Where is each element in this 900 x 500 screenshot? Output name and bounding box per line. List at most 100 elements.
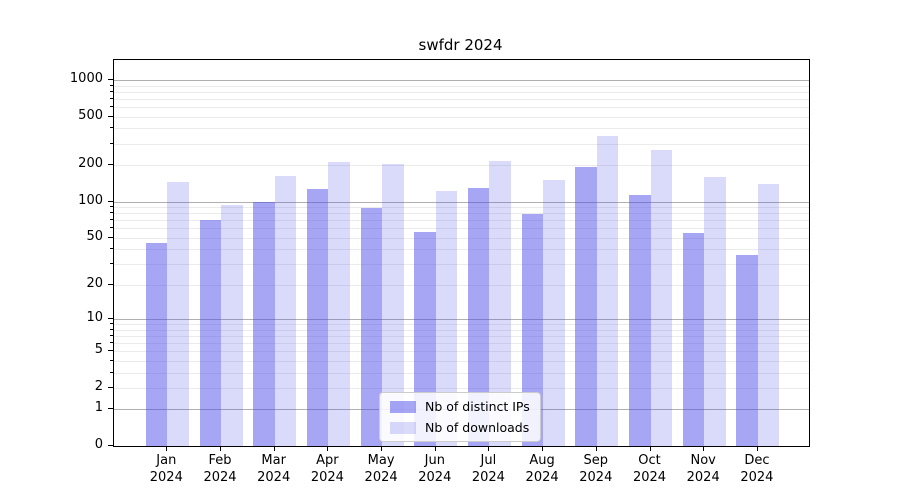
bar-nb-of-distinct-ips [306,189,329,446]
minor-gridline [114,335,809,337]
minor-gridline [114,85,809,87]
y-minor-tick-mark [110,263,113,265]
minor-gridline [114,237,809,239]
minor-gridline [114,249,809,251]
y-tick-label: 0 [94,437,103,452]
y-tick-mark [108,78,113,80]
bar-nb-of-downloads [328,162,350,446]
major-gridline [114,319,809,320]
legend-swatch-distinct-ips [390,400,416,413]
bar-nb-of-downloads [543,180,565,446]
y-minor-tick-mark [110,97,113,99]
legend-swatch-downloads [390,421,416,434]
legend-label: Nb of distinct IPs [425,399,530,414]
y-minor-tick-mark [110,236,113,238]
major-gridline [114,79,809,81]
legend-item: Nb of downloads [390,420,530,435]
x-tick-mark [166,446,168,451]
bar-nb-of-downloads [489,161,511,446]
x-tick-label: Dec 2024 [740,453,774,485]
x-tick-mark [703,446,705,451]
minor-gridline [114,128,809,130]
y-minor-tick-mark [110,323,113,324]
bar-nb-of-downloads [382,164,404,446]
bar-nb-of-downloads [274,175,297,446]
x-tick-label: Oct 2024 [632,453,667,485]
bar-nb-of-distinct-ips [199,220,221,446]
bar-nb-of-distinct-ips [360,208,383,446]
bar-nb-of-distinct-ips [253,201,275,446]
x-tick-mark [220,446,221,451]
minor-gridline [114,107,809,108]
y-minor-tick-mark [110,206,113,207]
bar-nb-of-downloads [650,149,672,446]
y-minor-tick-mark [110,328,113,330]
minor-gridline [114,264,809,266]
y-tick-mark [108,408,113,410]
y-minor-tick-mark [110,341,113,343]
minor-gridline [114,165,809,166]
x-tick-mark [488,446,490,451]
x-tick-mark [327,446,329,451]
minor-gridline [114,228,809,230]
minor-gridline [114,116,809,118]
bar-nb-of-distinct-ips [145,243,168,446]
bar-nb-of-downloads [704,177,726,446]
bar-nb-of-downloads [435,191,458,446]
plot-area [113,59,810,447]
bar-nb-of-downloads [757,183,780,446]
x-tick-label: Apr 2024 [310,453,344,485]
minor-gridline [114,329,809,331]
minor-gridline [114,324,809,325]
y-minor-tick-mark [110,227,113,229]
x-tick-label: May 2024 [364,453,398,485]
minor-gridline [114,360,809,362]
chart-title: swfdr 2024 [418,36,503,54]
y-minor-tick-mark [110,371,113,373]
y-tick-mark [108,200,113,202]
y-tick-label: 1 [94,400,103,416]
minor-gridline [114,351,809,353]
bar-nb-of-distinct-ips [575,166,597,446]
y-minor-tick-mark [110,248,113,250]
y-tick-label: 5 [94,342,103,358]
y-minor-tick-mark [110,219,113,221]
legend-item: Nb of distinct IPs [390,399,530,414]
y-minor-tick-mark [110,90,113,92]
bar-nb-of-downloads [221,204,243,446]
y-minor-tick-mark [110,212,113,214]
legend: Nb of distinct IPs Nb of downloads [379,392,541,442]
bar-nb-of-distinct-ips [682,232,705,446]
bar-nb-of-distinct-ips [629,194,651,446]
minor-gridline [114,207,809,208]
x-tick-mark [273,446,275,451]
y-tick-label: 1000 [69,70,103,86]
y-tick-mark [108,318,113,319]
minor-gridline [114,284,809,286]
x-tick-mark [756,446,758,451]
y-minor-tick-mark [110,115,113,117]
y-minor-tick-mark [110,359,113,361]
y-minor-tick-mark [110,164,113,165]
y-minor-tick-mark [110,127,113,129]
x-tick-label: Feb 2024 [203,453,237,485]
y-tick-label: 500 [78,107,103,123]
x-tick-mark [542,446,544,451]
bar-nb-of-distinct-ips [521,213,544,446]
y-tick-label: 2 [94,378,103,394]
minor-gridline [114,213,809,215]
legend-label: Nb of downloads [425,420,530,435]
minor-gridline [114,91,809,93]
x-tick-label: Mar 2024 [257,453,291,485]
y-minor-tick-mark [110,142,113,144]
y-minor-tick-mark [110,283,113,285]
y-minor-tick-mark [110,386,113,388]
x-tick-label: Jun 2024 [418,453,452,485]
bar-nb-of-downloads [167,182,189,446]
x-tick-label: Jul 2024 [471,453,505,485]
y-tick-label: 50 [86,228,103,244]
x-tick-label: Nov 2024 [686,453,720,485]
y-tick-label: 100 [78,192,103,208]
y-tick-label: 10 [86,310,103,325]
